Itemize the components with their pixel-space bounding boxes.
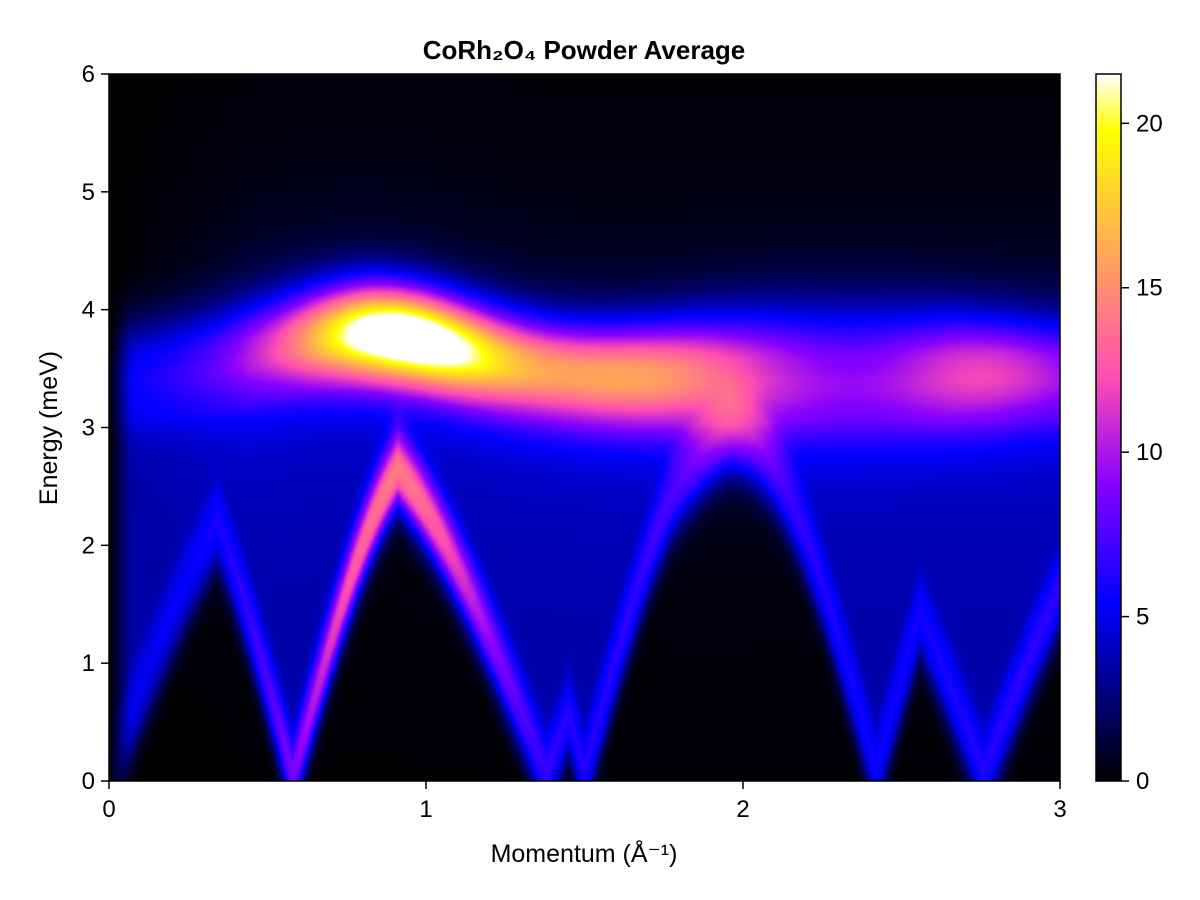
- colorbar-ticks: 0 5 10 15 20: [1121, 110, 1163, 795]
- y-tick-label-1: 1: [82, 650, 95, 677]
- chart-title: CoRh₂O₄ Powder Average: [423, 35, 746, 65]
- colorbar-tick-label-3: 15: [1136, 275, 1163, 302]
- y-tick-label-3: 3: [82, 415, 95, 442]
- colorbar-tick-label-2: 10: [1136, 439, 1163, 466]
- x-tick-label-0: 0: [102, 796, 115, 823]
- x-tick-label-3: 3: [1053, 796, 1066, 823]
- y-tick-label-6: 6: [82, 61, 95, 88]
- colorbar-tick-label-0: 0: [1136, 768, 1149, 795]
- x-axis-label: Momentum (Å⁻¹): [491, 838, 678, 868]
- colorbar-tick-label-1: 5: [1136, 604, 1149, 631]
- heatmap-image: [109, 74, 1060, 781]
- y-tick-label-4: 4: [82, 297, 95, 324]
- colorbar-tick-label-4: 20: [1136, 110, 1163, 137]
- colorbar: 0 5 10 15 20: [1095, 73, 1163, 795]
- colorbar-gradient: [1096, 74, 1121, 781]
- y-axis-label: Energy (meV): [35, 351, 63, 505]
- y-tick-label-5: 5: [82, 179, 95, 206]
- y-tick-label-0: 0: [82, 768, 95, 795]
- y-axis: 0 1 2 3 4 5 6: [82, 61, 109, 795]
- y-tick-label-2: 2: [82, 532, 95, 559]
- x-axis: 0 1 2 3: [102, 781, 1067, 823]
- x-tick-label-1: 1: [419, 796, 432, 823]
- plot-area: [108, 73, 1061, 782]
- colorbar-frame: [1095, 73, 1122, 782]
- x-tick-label-2: 2: [736, 796, 749, 823]
